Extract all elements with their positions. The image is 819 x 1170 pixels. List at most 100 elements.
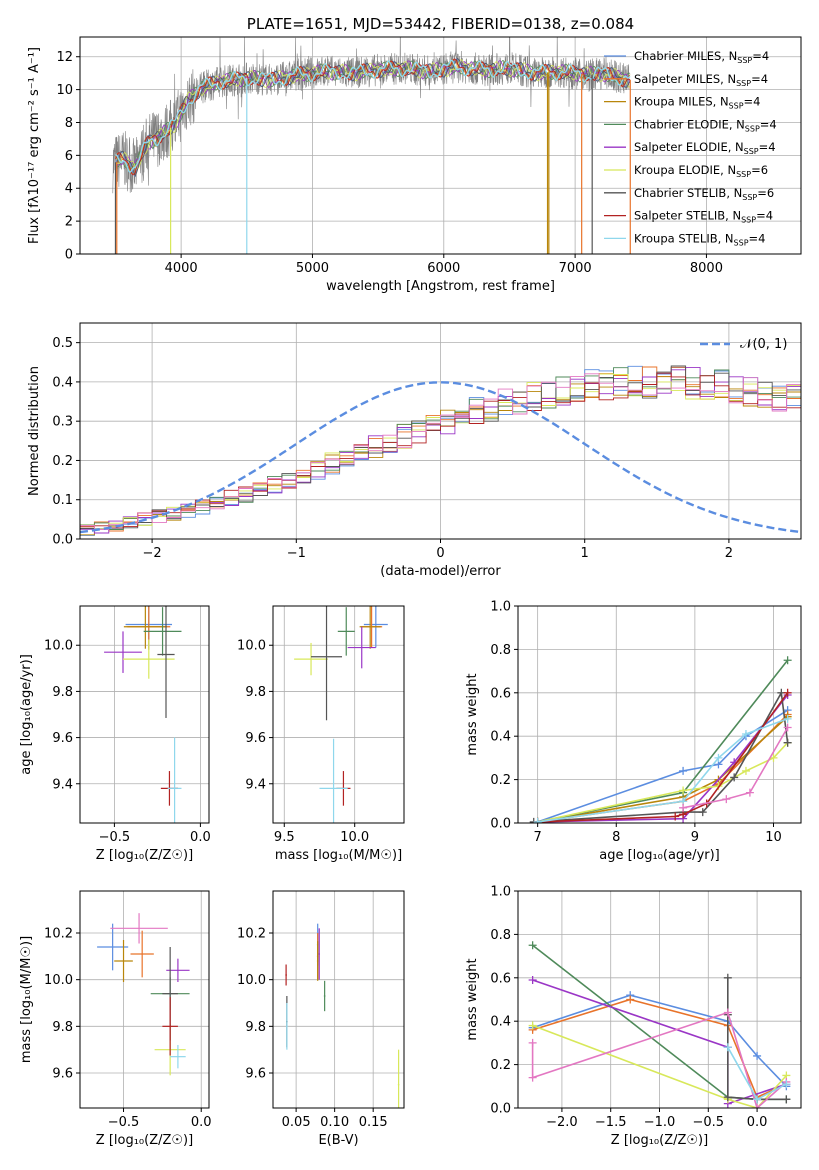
legend-subscript: SSP (736, 170, 751, 179)
weight-series-line (682, 727, 789, 809)
x-axis-label: age [log₁₀(age/yr)] (599, 848, 720, 863)
legend-subscript: SSP (736, 79, 751, 88)
histogram-step (80, 372, 801, 529)
legend-label: Salpeter ELODIE, NSSP=4 (634, 140, 776, 156)
x-tick-label: 6000 (427, 261, 460, 276)
legend-name: Kroupa MILES, N (634, 95, 729, 109)
y-axis-label: Flux [fλ10⁻¹⁷ erg cm⁻² s⁻¹ A⁻¹] (27, 47, 42, 244)
y-tick-label: 0.6 (490, 686, 511, 701)
spectrum-model-line (115, 60, 631, 168)
legend-name: Salpeter MILES, N (634, 72, 736, 86)
spectrum-model-line (115, 58, 631, 176)
normal-curve (80, 381, 801, 534)
y-tick-label: 0.3 (52, 415, 73, 430)
x-tick-label: −0.5 (108, 1115, 140, 1130)
x-tick-label: 1 (581, 546, 589, 561)
y-tick-label: 10.2 (237, 927, 266, 942)
y-tick-label: 6 (65, 149, 73, 164)
legend-name: Salpeter STELIB, N (634, 209, 741, 223)
weight-series-line (533, 690, 789, 823)
legend-value: =4 (752, 49, 769, 63)
weight-point-marker (723, 1093, 732, 1102)
legend-label: Kroupa STELIB, NSSP=4 (634, 231, 765, 247)
x-tick-label: 8 (612, 830, 620, 845)
weight-point-marker (723, 1008, 732, 1017)
x-tick-label: 2 (725, 546, 733, 561)
x-axis-label: E(B-V) (318, 1133, 358, 1148)
x-tick-label: 7 (534, 830, 542, 845)
x-tick-label: −0.5 (99, 830, 131, 845)
y-tick-label: 9.8 (52, 1020, 73, 1035)
weight-point-marker (723, 1043, 732, 1052)
y-tick-label: 9.8 (52, 685, 73, 700)
legend-subscript: SSP (741, 216, 756, 225)
y-tick-label: 0.0 (52, 533, 73, 548)
legend-value: =4 (760, 117, 777, 131)
x-tick-label: 9 (691, 830, 699, 845)
y-tick-label: 0.8 (490, 643, 511, 658)
y-axis-label: mass weight (465, 958, 480, 1040)
x-axis-label: wavelength [Angstrom, rest frame] (326, 279, 555, 294)
y-tick-label: 2 (65, 215, 73, 230)
y-tick-label: 0.0 (490, 817, 511, 832)
y-tick-label: 0.4 (52, 375, 73, 390)
x-tick-label: 9.5 (274, 830, 295, 845)
x-tick-label: 0.0 (747, 1115, 768, 1130)
legend-value: =4 (744, 95, 761, 109)
legend-name: Salpeter ELODIE, N (634, 140, 744, 154)
x-tick-label: −2 (143, 546, 162, 561)
legend-name: Chabrier MILES, N (634, 49, 737, 63)
weight-point-marker (730, 773, 739, 782)
y-tick-label: 0.2 (490, 773, 511, 788)
axes-frame (79, 605, 210, 824)
histogram-step (80, 366, 801, 534)
x-tick-label: 0.0 (190, 830, 211, 845)
y-tick-label: 4 (65, 182, 73, 197)
weight-point-marker (782, 1080, 791, 1089)
legend-subscript: SSP (734, 238, 749, 247)
y-tick-label: 9.8 (245, 1020, 266, 1035)
weight-point-marker (698, 808, 707, 817)
y-axis-label: mass weight (465, 673, 480, 755)
y-tick-label: 0.8 (490, 928, 511, 943)
y-tick-label: 9.6 (245, 1067, 266, 1082)
y-tick-label: 0.1 (52, 493, 73, 508)
weight-point-marker (528, 1021, 537, 1030)
x-tick-label: 4000 (165, 261, 198, 276)
y-tick-label: 1.0 (490, 600, 511, 615)
weight-point-marker (679, 766, 688, 775)
legend-name: Kroupa STELIB, N (634, 231, 734, 245)
legend-label: Kroupa MILES, NSSP=4 (634, 95, 760, 111)
x-tick-label: 5000 (296, 261, 329, 276)
y-tick-label: 10.0 (237, 639, 266, 654)
weight-series-line (537, 692, 789, 823)
x-axis-label: mass [log₁₀(M/M☉)] (275, 848, 402, 863)
x-tick-label: 0.10 (320, 1115, 349, 1130)
x-tick-label: 0.15 (359, 1115, 388, 1130)
weight-point-marker (783, 688, 792, 697)
weight-series-line (537, 742, 789, 823)
legend-label: Salpeter MILES, NSSP=4 (634, 72, 768, 88)
y-tick-label: 9.8 (245, 685, 266, 700)
legend-value: =6 (757, 186, 774, 200)
legend-subscript: SSP (737, 56, 752, 65)
weight-point-marker (714, 753, 723, 762)
histogram-step (80, 376, 801, 536)
y-tick-label: 0.2 (52, 454, 73, 469)
weight-point-marker (528, 941, 537, 950)
legend-subscript: SSP (745, 124, 760, 133)
axes-frame (517, 605, 802, 824)
x-tick-label: −0.5 (693, 1115, 725, 1130)
weight-point-marker (753, 1104, 762, 1108)
weight-point-marker (753, 1095, 762, 1104)
x-tick-label: 0.0 (191, 1115, 212, 1130)
y-tick-label: 0.2 (490, 1058, 511, 1073)
legend-value: =4 (759, 140, 776, 154)
x-tick-label: −1 (287, 546, 306, 561)
y-tick-label: 10.0 (44, 973, 73, 988)
legend-value: =4 (756, 209, 773, 223)
x-axis-label: (data-model)/error (380, 564, 501, 579)
legend-label: Kroupa ELODIE, NSSP=6 (634, 163, 768, 179)
weight-point-marker (679, 803, 688, 812)
